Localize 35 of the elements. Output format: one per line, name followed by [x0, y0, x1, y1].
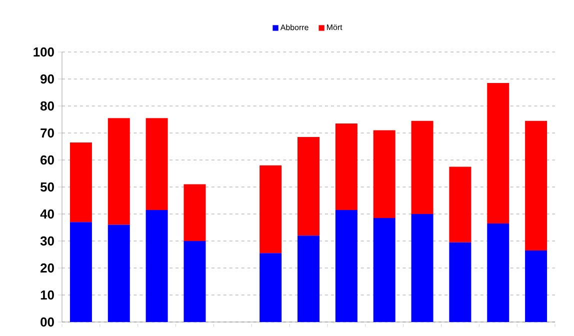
bar	[449, 242, 472, 322]
y-tick-label: 60	[40, 155, 54, 165]
bar	[70, 222, 92, 322]
bar	[146, 118, 168, 210]
y-tick-label: 70	[40, 128, 54, 138]
bar	[487, 83, 510, 224]
bar	[411, 214, 434, 322]
y-tick-label: 00	[40, 317, 54, 327]
bar	[449, 166, 472, 242]
bar	[373, 218, 396, 322]
bar	[184, 184, 206, 241]
bar	[260, 253, 282, 322]
bar	[108, 224, 130, 322]
bar	[335, 210, 358, 322]
y-tick-label: 50	[40, 182, 54, 192]
bar	[108, 118, 130, 225]
y-tick-label: 40	[40, 209, 54, 219]
bar	[298, 236, 320, 322]
y-tick-label: 80	[40, 101, 54, 111]
bar	[260, 165, 282, 254]
y-tick-label: 30	[40, 236, 54, 246]
bar	[411, 120, 434, 214]
bar	[525, 120, 548, 250]
y-tick-label: 100	[34, 47, 54, 57]
bar	[298, 137, 320, 236]
y-tick-label: 20	[40, 263, 54, 273]
y-tick-label: 90	[40, 74, 54, 84]
bar	[373, 130, 396, 218]
bar	[335, 124, 358, 210]
y-tick-label: 10	[40, 290, 54, 300]
bar	[487, 223, 510, 322]
bar	[525, 250, 548, 322]
bar	[146, 210, 168, 322]
bar	[184, 241, 206, 322]
bar	[70, 142, 92, 222]
